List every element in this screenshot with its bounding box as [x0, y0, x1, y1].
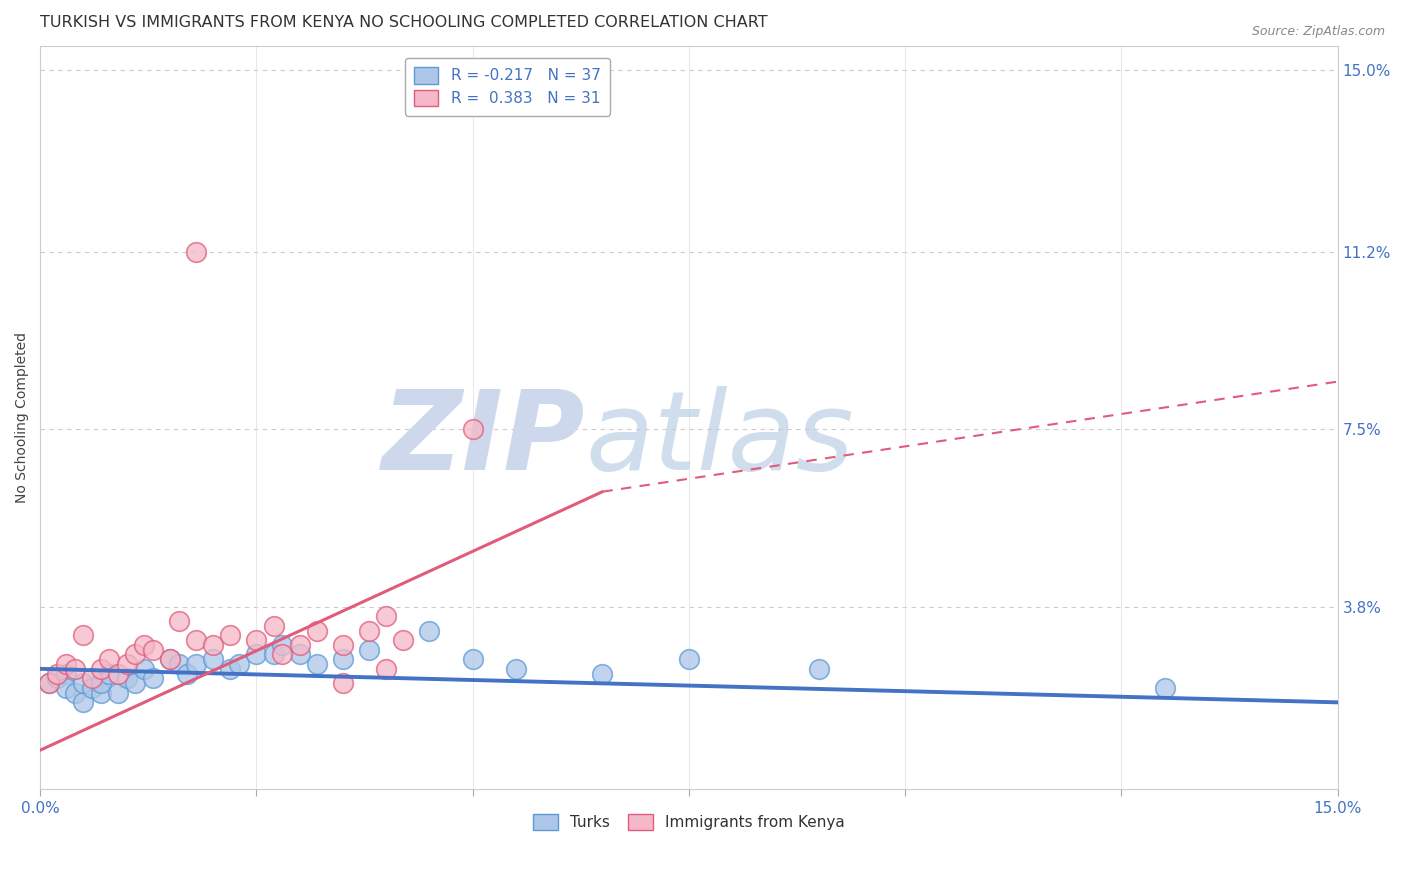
Y-axis label: No Schooling Completed: No Schooling Completed — [15, 332, 30, 503]
Point — [124, 648, 146, 662]
Point — [107, 666, 129, 681]
Point — [357, 624, 380, 638]
Point — [63, 662, 86, 676]
Point — [271, 638, 294, 652]
Point — [90, 676, 112, 690]
Point — [115, 672, 138, 686]
Point — [807, 662, 830, 676]
Point — [357, 642, 380, 657]
Point — [55, 681, 77, 695]
Point — [202, 652, 225, 666]
Point — [392, 633, 415, 648]
Point — [55, 657, 77, 671]
Text: Source: ZipAtlas.com: Source: ZipAtlas.com — [1251, 25, 1385, 38]
Point — [132, 662, 155, 676]
Point — [375, 662, 398, 676]
Point — [90, 662, 112, 676]
Point — [38, 676, 60, 690]
Text: ZIP: ZIP — [381, 386, 585, 493]
Point — [375, 609, 398, 624]
Point — [159, 652, 181, 666]
Point — [142, 672, 165, 686]
Point — [55, 666, 77, 681]
Point — [332, 652, 354, 666]
Point — [132, 638, 155, 652]
Point — [115, 657, 138, 671]
Point — [184, 245, 207, 260]
Point — [63, 686, 86, 700]
Point — [202, 638, 225, 652]
Point — [72, 676, 94, 690]
Point — [461, 422, 484, 436]
Point — [142, 642, 165, 657]
Point — [124, 676, 146, 690]
Point — [505, 662, 527, 676]
Point — [90, 686, 112, 700]
Point — [591, 666, 613, 681]
Point — [271, 648, 294, 662]
Point — [288, 648, 311, 662]
Point — [184, 657, 207, 671]
Point — [46, 672, 69, 686]
Point — [305, 657, 328, 671]
Point — [38, 676, 60, 690]
Point — [46, 666, 69, 681]
Point — [228, 657, 250, 671]
Text: atlas: atlas — [585, 386, 853, 493]
Point — [678, 652, 700, 666]
Point — [288, 638, 311, 652]
Point — [80, 672, 103, 686]
Text: TURKISH VS IMMIGRANTS FROM KENYA NO SCHOOLING COMPLETED CORRELATION CHART: TURKISH VS IMMIGRANTS FROM KENYA NO SCHO… — [41, 15, 768, 30]
Point — [461, 652, 484, 666]
Point — [305, 624, 328, 638]
Point — [219, 662, 242, 676]
Point — [245, 633, 267, 648]
Point — [332, 638, 354, 652]
Point — [167, 657, 190, 671]
Point — [98, 666, 121, 681]
Legend: Turks, Immigrants from Kenya: Turks, Immigrants from Kenya — [527, 807, 851, 837]
Point — [263, 648, 285, 662]
Point — [332, 676, 354, 690]
Point — [167, 614, 190, 628]
Point — [80, 681, 103, 695]
Point — [418, 624, 440, 638]
Point — [98, 652, 121, 666]
Point — [263, 619, 285, 633]
Point — [159, 652, 181, 666]
Point — [72, 628, 94, 642]
Point — [184, 633, 207, 648]
Point — [176, 666, 198, 681]
Point — [107, 686, 129, 700]
Point — [219, 628, 242, 642]
Point — [72, 695, 94, 709]
Point — [245, 648, 267, 662]
Point — [1153, 681, 1175, 695]
